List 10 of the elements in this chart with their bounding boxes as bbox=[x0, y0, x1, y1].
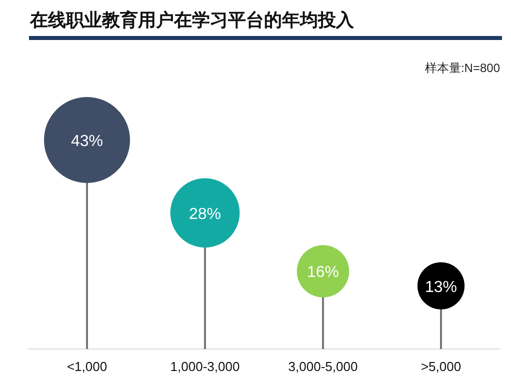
data-label: 16% bbox=[306, 264, 340, 282]
data-label: 43% bbox=[70, 133, 104, 150]
chart-title: 在线职业教育用户在学习平台的年均投入 bbox=[29, 9, 355, 30]
x-tick-label: 1,000-3,000 bbox=[170, 359, 240, 374]
text: 样本量:N=800 bbox=[424, 61, 500, 75]
x-tick-label: 3,000-5,000 bbox=[288, 359, 358, 374]
x-tick-label: >5,000 bbox=[420, 359, 462, 374]
x-tick-label: <1,000 bbox=[66, 359, 108, 374]
data-label: 13% bbox=[424, 278, 458, 296]
data-label: 28% bbox=[188, 206, 222, 223]
